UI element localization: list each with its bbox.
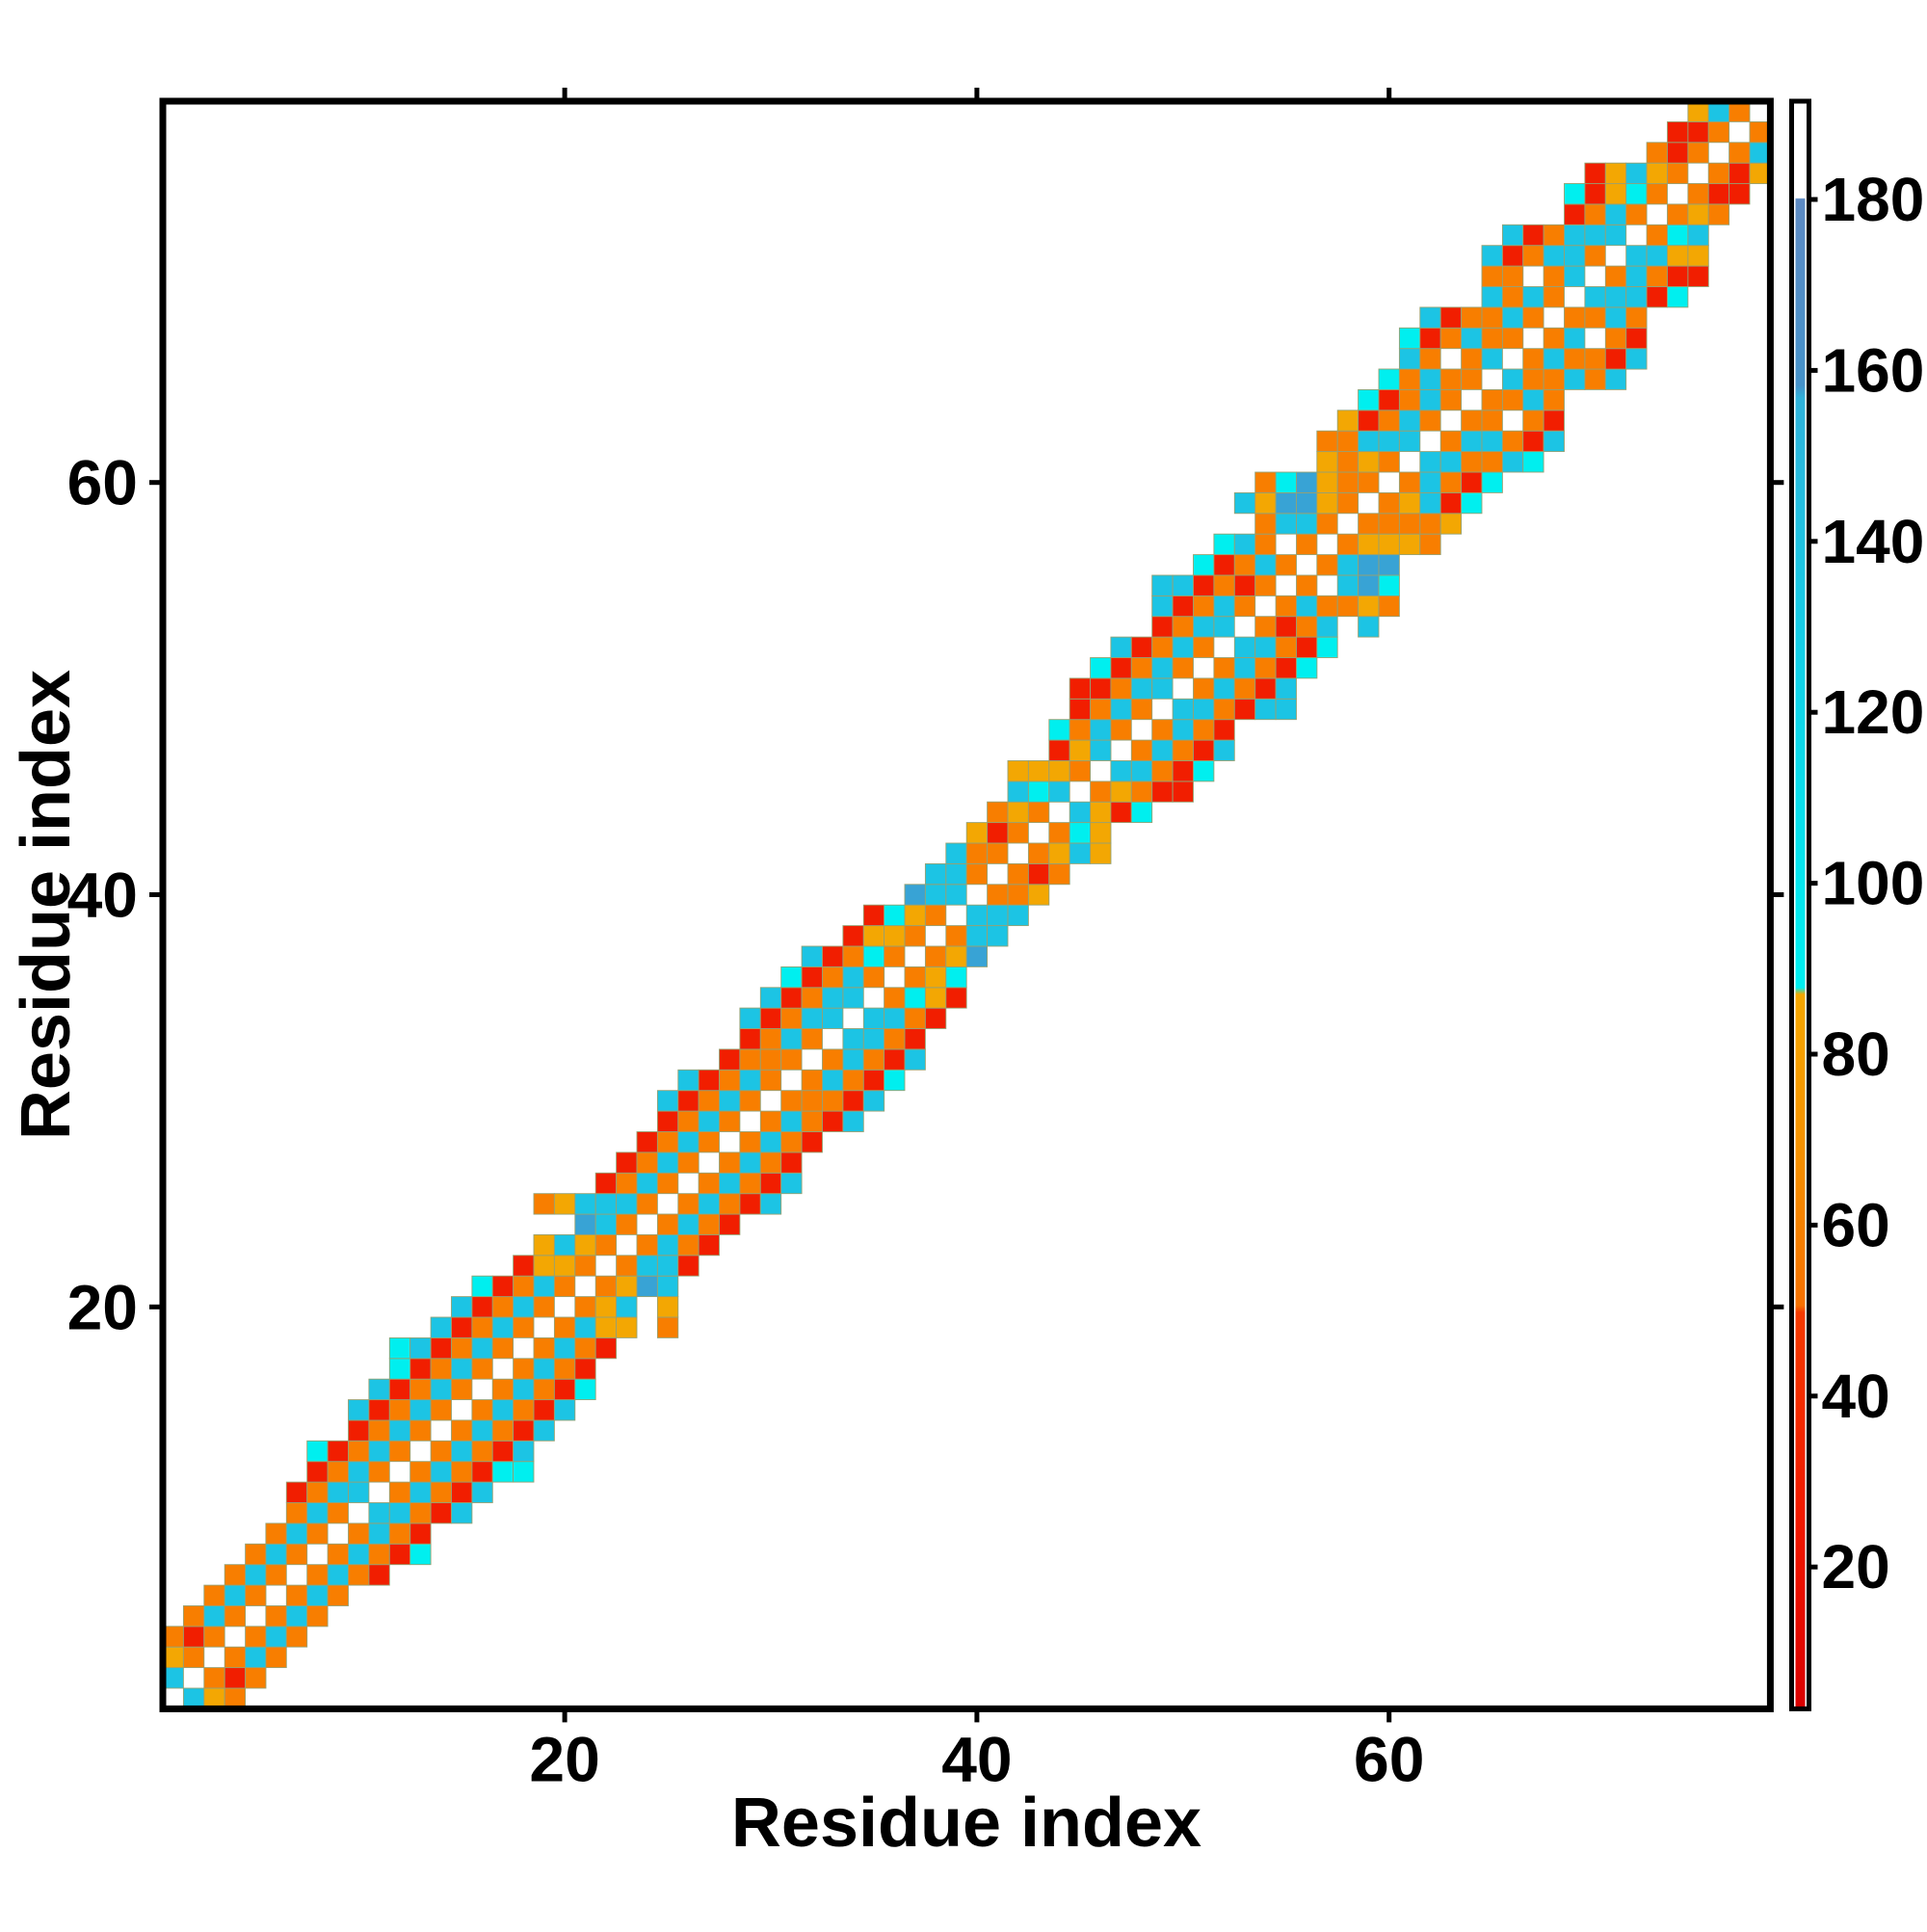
svg-text:60: 60: [1822, 1190, 1890, 1259]
svg-text:100: 100: [1822, 849, 1925, 918]
svg-text:20: 20: [529, 1723, 599, 1794]
svg-text:180: 180: [1822, 165, 1925, 234]
svg-text:140: 140: [1822, 507, 1925, 576]
svg-text:160: 160: [1822, 335, 1925, 405]
svg-text:80: 80: [1822, 1019, 1890, 1089]
svg-text:60: 60: [1354, 1723, 1424, 1794]
svg-text:120: 120: [1822, 677, 1925, 747]
svg-text:20: 20: [67, 1271, 138, 1342]
svg-text:40: 40: [941, 1723, 1012, 1794]
svg-text:Residue index: Residue index: [8, 670, 85, 1140]
svg-text:40: 40: [1822, 1362, 1890, 1431]
svg-text:Residue index: Residue index: [731, 1785, 1201, 1862]
svg-text:40: 40: [67, 860, 138, 931]
svg-text:60: 60: [67, 447, 138, 518]
svg-text:20: 20: [1822, 1532, 1890, 1601]
